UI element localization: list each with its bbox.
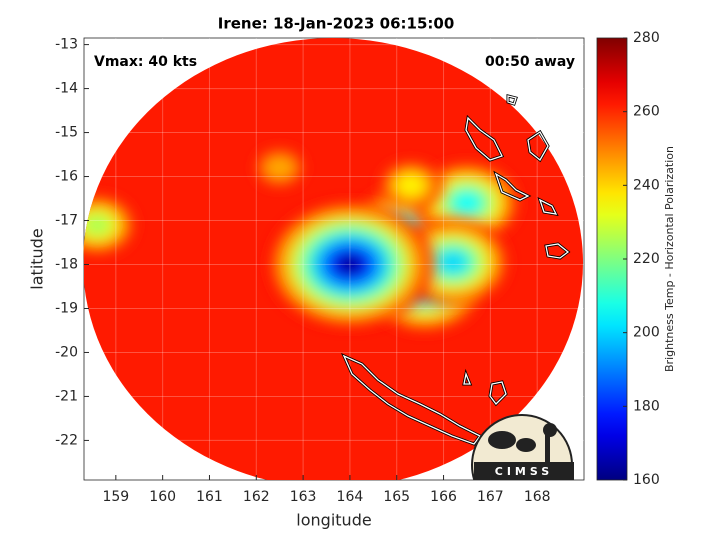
y-tick-label: -19 [55,300,78,316]
x-tick-label: 160 [149,489,176,505]
x-tick-label: 159 [102,489,129,505]
svg-text:CIMSS: CIMSS [495,465,553,478]
y-axis-label: latitude [28,228,47,289]
colorbar [596,37,628,481]
colorbar-tick-label: 240 [633,177,660,193]
x-axis-label: longitude [296,511,371,530]
grid [84,38,584,480]
y-tick-label: -21 [55,388,78,404]
hotspot [254,148,305,187]
colorbar-tick-label: 260 [633,104,660,120]
y-tick-label: -22 [55,432,78,448]
colorbar-tick-label: 200 [633,325,660,341]
y-tick-label: -14 [55,81,78,97]
hotspot [379,161,443,210]
x-tick-label: 164 [337,489,364,505]
colorbar-tick-label: 160 [633,472,660,488]
hotspot-level [439,252,466,273]
hotspot [266,200,434,329]
x-tick-label: 167 [477,489,504,505]
y-tick-label: -13 [55,37,78,53]
y-tick-label: -15 [55,125,78,141]
y-tick-label: -20 [55,344,78,360]
colorbar-tick-label: 180 [633,398,660,414]
x-tick-label: 162 [243,489,270,505]
image-field [83,38,583,480]
colorbar-tick-label: 220 [633,251,660,267]
y-tick-label: -16 [55,169,78,185]
logo: CIMSS [471,414,574,480]
y-tick-label: -18 [55,256,78,272]
annotation: 00:50 away [485,54,575,70]
colorbar-label: Brightness Temp - Horizontal Polarizatio… [663,146,676,372]
colorbar-tick-label: 280 [633,30,660,46]
hotspot-level [84,214,111,235]
hotspot-level [336,254,363,275]
hotspot-level [453,192,480,213]
x-tick-label: 165 [383,489,410,505]
x-tick-label: 163 [290,489,317,505]
annotation: Vmax: 40 kts [94,54,197,70]
x-tick-label: 166 [430,489,457,505]
hotspot [83,194,137,255]
hotspot-level [266,157,293,178]
hotspot-level [397,175,424,196]
coastlines [341,94,571,446]
x-tick-label: 168 [524,489,551,505]
x-tick-label: 161 [196,489,223,505]
chart-title: Irene: 18-Jan-2023 06:15:00 [218,15,455,33]
y-tick-label: -17 [55,213,78,229]
